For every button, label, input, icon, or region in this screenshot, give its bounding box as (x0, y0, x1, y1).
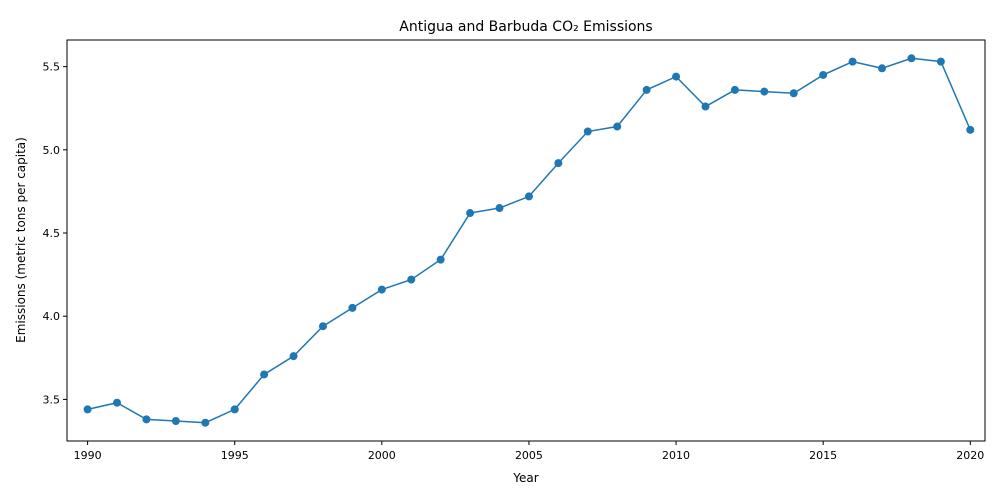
x-tick-label: 2005 (515, 449, 543, 462)
data-point (524, 192, 533, 201)
x-axis-label: Year (512, 471, 538, 485)
data-point (113, 398, 122, 407)
data-point (672, 72, 681, 81)
data-point (407, 275, 416, 284)
series-layer (83, 54, 975, 427)
data-point (348, 303, 357, 312)
data-point (730, 85, 739, 94)
data-point (436, 255, 445, 264)
data-point (701, 102, 710, 111)
x-tick-label: 2020 (956, 449, 984, 462)
x-tick-label: 2015 (809, 449, 837, 462)
x-tick-label: 2000 (368, 449, 396, 462)
data-point (201, 418, 210, 427)
data-point (171, 417, 180, 426)
plot-frame (66, 39, 986, 442)
data-point (495, 204, 504, 213)
data-point (642, 85, 651, 94)
y-tick-label: 3.5 (43, 393, 61, 406)
y-tick-label: 4.5 (43, 227, 61, 240)
data-point (936, 57, 945, 66)
data-point (878, 64, 887, 73)
x-axis: 1990 1995 2000 2005 2010 2015 2020 (74, 441, 984, 462)
data-point (377, 285, 386, 294)
y-axis-label: Emissions (metric tons per capita) (14, 137, 28, 343)
data-point (760, 87, 769, 96)
data-point (230, 405, 239, 414)
data-point (583, 127, 592, 136)
chart-title: Antigua and Barbuda CO₂ Emissions (399, 19, 652, 35)
data-point (466, 209, 475, 218)
data-point (289, 352, 298, 361)
data-point (83, 405, 92, 414)
data-point (260, 370, 269, 379)
data-point (907, 54, 916, 63)
data-point (819, 70, 828, 79)
y-tick-label: 4.0 (43, 310, 61, 323)
x-tick-label: 2010 (662, 449, 690, 462)
data-point (848, 57, 857, 66)
data-point (966, 125, 975, 134)
data-point (554, 159, 563, 168)
y-tick-label: 5.5 (43, 61, 61, 74)
y-axis: 3.5 4.0 4.5 5.0 5.5 (43, 61, 67, 406)
data-point (318, 322, 327, 331)
y-tick-label: 5.0 (43, 144, 61, 157)
data-point (789, 89, 798, 98)
x-tick-label: 1995 (221, 449, 249, 462)
data-point (613, 122, 622, 131)
x-tick-label: 1990 (74, 449, 102, 462)
data-point (142, 415, 151, 424)
series-line (87, 57, 971, 424)
